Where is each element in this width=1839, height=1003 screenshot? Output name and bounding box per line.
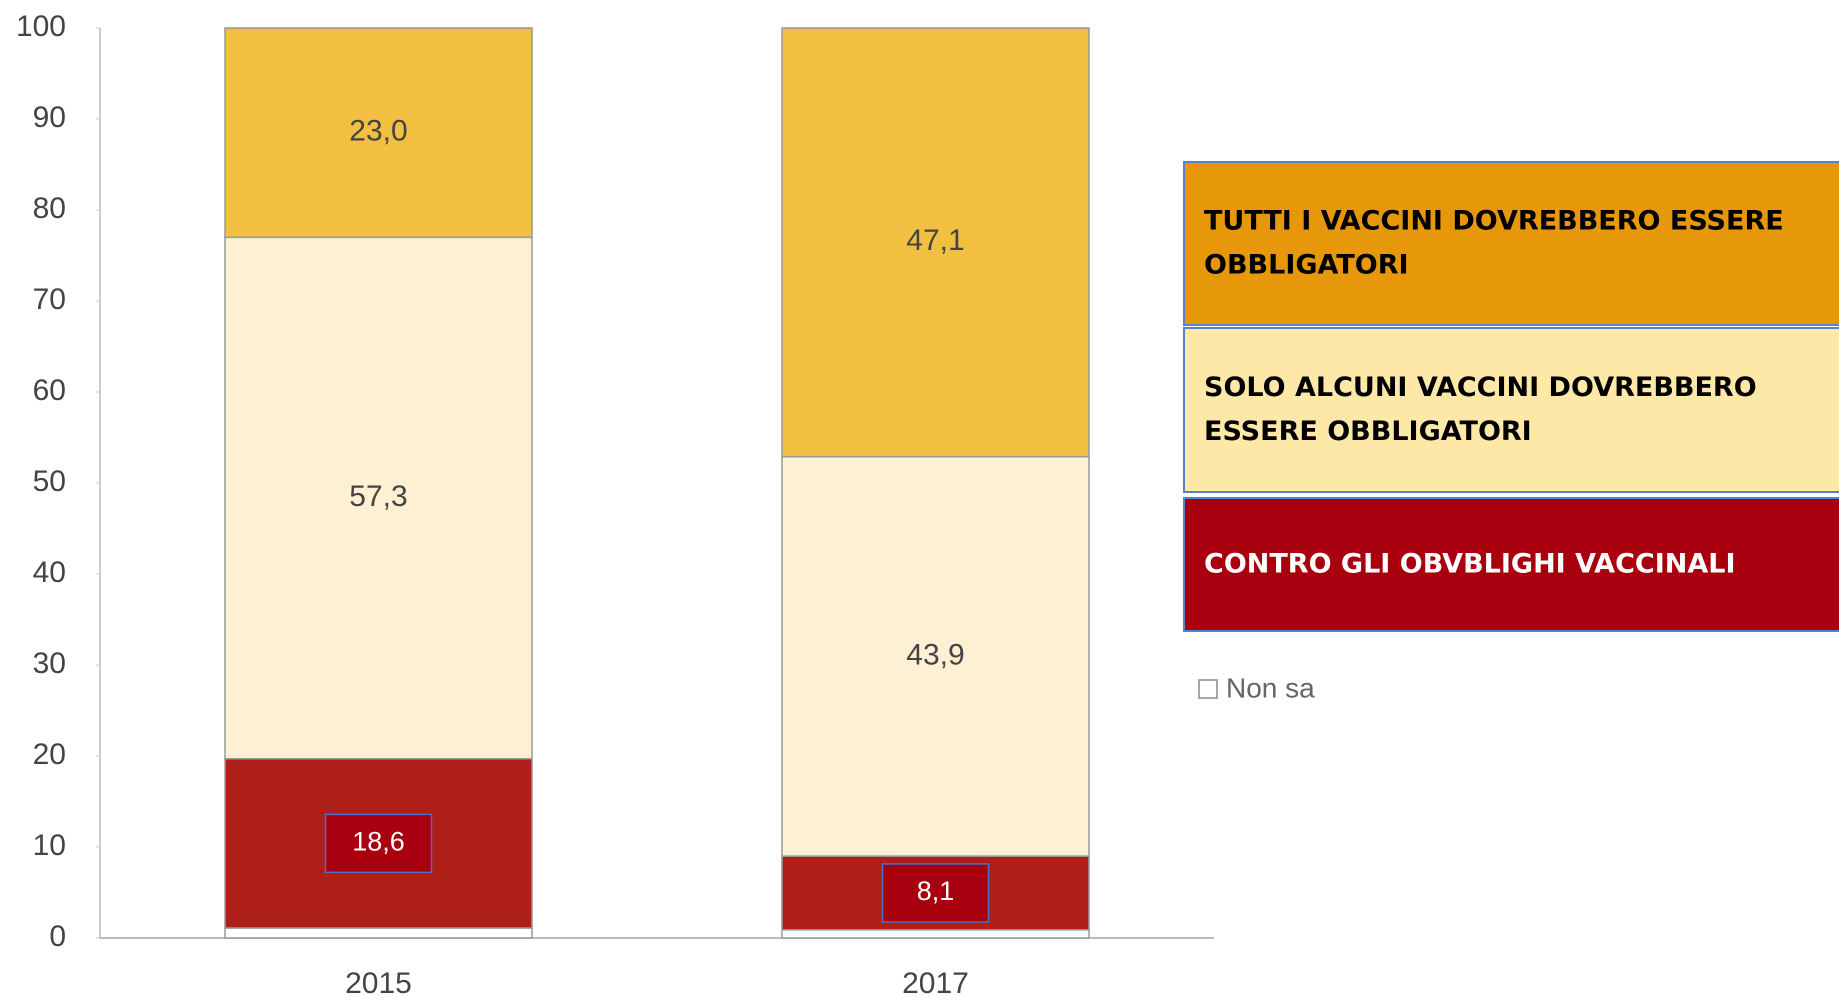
data-label: 43,9 [906,638,964,671]
bar-segment [224,236,533,760]
data-label: 8,1 [917,876,955,906]
y-tick-label: 60 [33,374,66,407]
y-tick-label: 40 [33,556,66,589]
legend-line: SOLO ALCUNI VACCINI DOVREBBERO [1204,372,1757,403]
legend-swatch [1198,679,1218,699]
legend-line: TUTTI I VACCINI DOVREBBERO ESSERE [1204,205,1784,236]
data-label: 47,1 [906,224,964,257]
legend-label: TUTTI I VACCINI DOVREBBERO ESSERE OBBLIGA… [1204,205,1784,280]
y-tick-label: 80 [33,192,66,225]
bar-segment [224,27,533,239]
bar-segment [224,927,533,939]
legend-label: SOLO ALCUNI VACCINI DOVREBBERO ESSERE OBB… [1204,372,1757,447]
data-label: 23,0 [349,115,407,148]
data-label: 57,3 [349,480,407,513]
legend-label: CONTRO GLI OBVBLIGHI VACCINALI [1204,548,1735,579]
legend-line: CONTRO GLI OBVBLIGHI VACCINALI [1204,548,1735,579]
y-tick-label: 0 [49,920,66,953]
label-box [324,813,433,874]
y-tick-label: 50 [33,465,66,498]
legend-label: Non sa [1226,672,1315,703]
legend-line: ESSERE OBBLIGATORI [1204,416,1532,447]
y-tick-label: 100 [16,10,66,43]
y-tick-label: 90 [33,101,66,134]
legend-box [1183,161,1839,326]
bar-segment [781,929,1090,939]
bar-segment [781,27,1090,458]
legend-line: OBBLIGATORI [1204,249,1409,280]
legend-box [1183,327,1839,493]
y-tick-label: 30 [33,647,66,680]
legend-box [1183,497,1839,632]
label-box [881,863,990,923]
bar-segment [781,455,1090,857]
x-tick-label: 2015 [345,967,412,1000]
data-label: 18,6 [352,826,405,856]
y-tick-label: 20 [33,738,66,771]
y-tick-label: 10 [33,829,66,862]
y-tick-label: 70 [33,283,66,316]
x-tick-label: 2017 [902,967,969,1000]
